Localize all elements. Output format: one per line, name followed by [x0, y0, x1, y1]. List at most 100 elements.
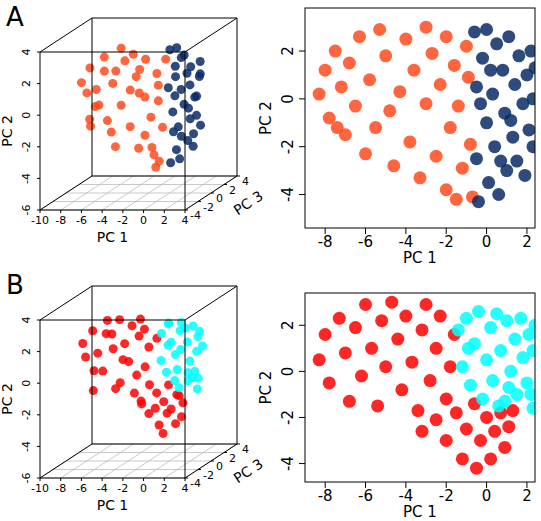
point [355, 369, 368, 382]
point [194, 374, 203, 383]
point [159, 429, 168, 438]
panel-3d: -10-8-6-4-2024-6-4-2024-4-2024PC 1PC 2PC… [0, 270, 266, 513]
y-tick-label: -2 [20, 141, 33, 152]
y-tick [299, 194, 305, 195]
points [77, 43, 205, 172]
z-tick [237, 444, 240, 445]
point [185, 357, 194, 366]
y-tick [37, 446, 40, 447]
box-edge [185, 286, 237, 320]
box-edge [185, 52, 186, 210]
x-tick [102, 210, 103, 213]
point [452, 100, 465, 113]
point [452, 323, 465, 336]
y-axis-label: PC 2 [0, 383, 15, 415]
y-tick-label: 2 [20, 348, 33, 355]
x-tick [81, 210, 82, 213]
box-edge [40, 320, 185, 321]
point [526, 92, 535, 105]
grid-line [66, 461, 211, 462]
y-tick [299, 325, 305, 326]
point [472, 195, 485, 208]
y-tick-label: -2 [279, 139, 297, 154]
panel-2d: -8-6-4-202-4-202PC 1PC 2 [257, 293, 541, 521]
point [365, 342, 378, 355]
point [81, 353, 90, 362]
panel-label: B [6, 270, 24, 300]
y-tick-label: -4 [20, 173, 33, 184]
point [162, 368, 171, 377]
point [135, 65, 144, 74]
point [116, 378, 125, 387]
point [426, 47, 439, 60]
figure: -10-8-6-4-2024-6-4-2024-4-2024PC 1PC 2PC… [0, 0, 541, 521]
grid-line [79, 452, 224, 453]
point [195, 327, 204, 336]
point [430, 413, 443, 426]
grid-line [53, 469, 198, 470]
point [154, 96, 163, 105]
point [403, 135, 416, 148]
z-tick-label: -2 [203, 469, 214, 482]
z-axis-label: PC 3 [231, 187, 266, 218]
x-tick-label: 2 [161, 482, 168, 495]
box-edge [185, 320, 186, 478]
point [126, 122, 135, 131]
point [172, 145, 181, 154]
point [170, 91, 179, 100]
box-edge [92, 176, 237, 177]
point [529, 61, 536, 74]
point [385, 296, 398, 309]
point [185, 80, 194, 89]
point [174, 122, 183, 131]
y-tick [37, 320, 40, 321]
point [484, 321, 497, 334]
z-tick-label: 0 [216, 460, 223, 473]
box-edge [40, 176, 92, 210]
point [103, 116, 112, 125]
y-tick-label: 0 [20, 380, 33, 387]
z-tick [224, 452, 227, 453]
z-tick [237, 176, 240, 177]
point [480, 116, 493, 129]
point [524, 388, 535, 401]
x-axis-label: PC 1 [403, 503, 437, 521]
point [331, 121, 344, 134]
point [416, 425, 429, 438]
point [456, 452, 469, 465]
points [313, 21, 535, 209]
y-tick-label: 2 [20, 80, 33, 87]
point [411, 404, 424, 417]
z-tick [198, 201, 201, 202]
point [168, 107, 177, 116]
point [137, 399, 146, 408]
point [391, 333, 404, 346]
x-tick-label: 0 [140, 482, 147, 495]
point [468, 25, 481, 38]
x-tick-label: 0 [482, 233, 492, 251]
point [77, 78, 86, 87]
point [152, 388, 161, 397]
point [492, 399, 505, 412]
point [498, 441, 511, 454]
point [482, 176, 495, 189]
point [518, 169, 531, 182]
z-tick [185, 478, 188, 479]
x-tick-label: 0 [140, 214, 147, 227]
point [147, 143, 156, 152]
point [189, 142, 198, 151]
point [460, 422, 473, 435]
point [186, 62, 195, 71]
panel-label: A [6, 2, 24, 32]
point [140, 131, 149, 140]
box-edge [92, 18, 93, 176]
point [440, 30, 453, 43]
point [167, 404, 176, 413]
box-edge [92, 18, 237, 19]
y-tick-label: -4 [279, 456, 297, 471]
point [424, 374, 437, 387]
point [496, 64, 509, 77]
x-tick-label: -10 [31, 214, 49, 227]
point [440, 434, 453, 447]
box-edge [92, 444, 237, 445]
